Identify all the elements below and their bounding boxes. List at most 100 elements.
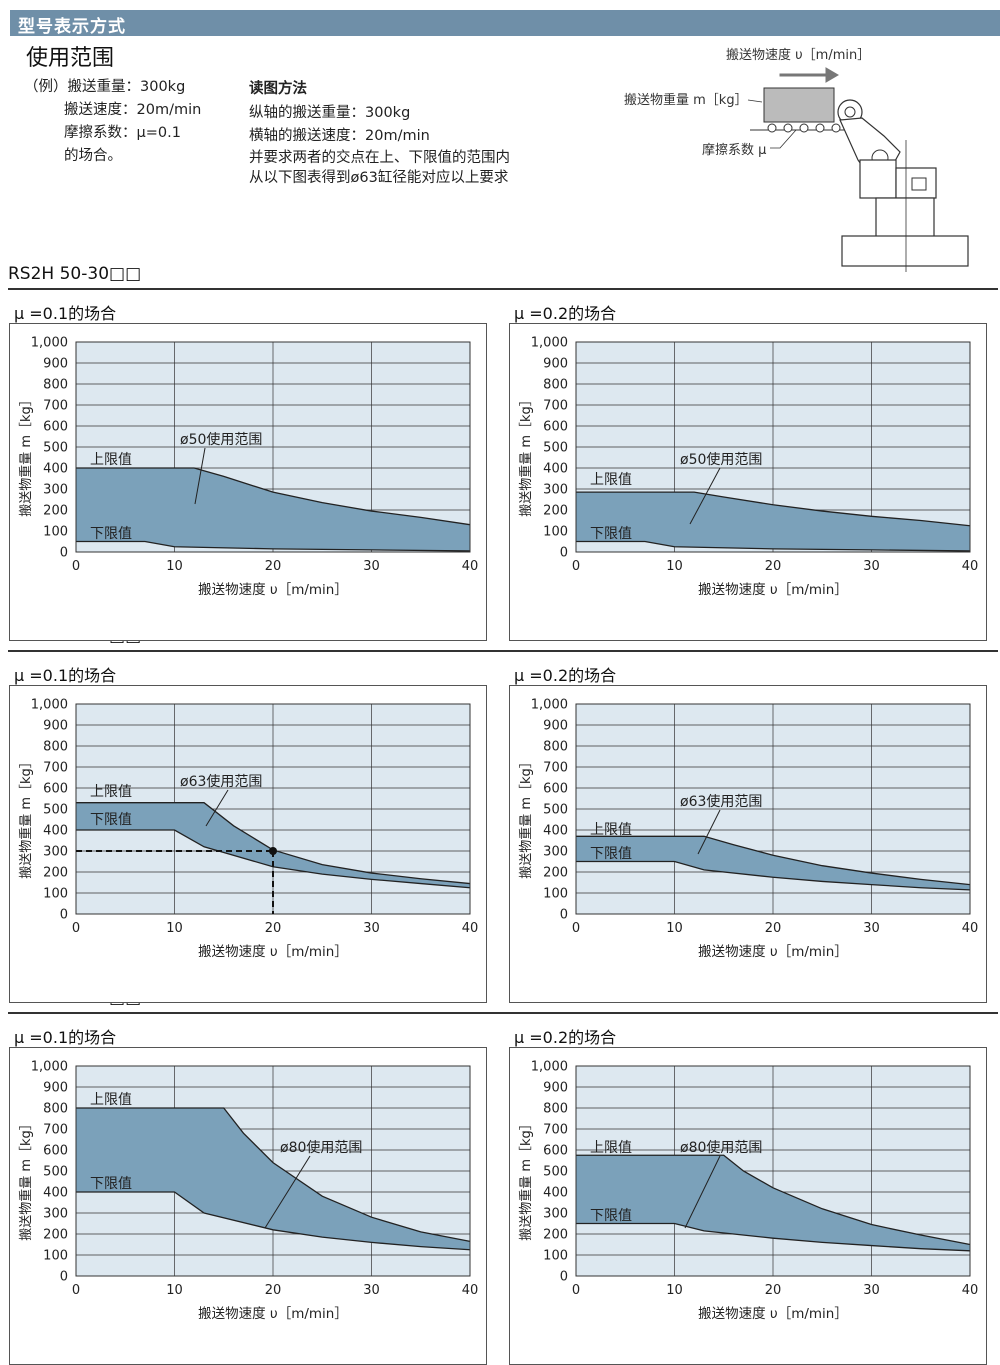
x-tick-label: 0 [572,921,580,936]
range-label: ø50使用范围 [180,431,262,448]
speed-label: 搬送物速度 υ［m/min］ [726,47,870,63]
chart-svg: 0 100 200 300 400 500 600 700 800 900 1,000 0 10 20 30… [518,336,979,599]
y-tick-label: 700 [43,1123,68,1138]
range-leader-line [194,447,206,505]
y-tick-label: 200 [43,866,68,881]
x-tick-label: 0 [72,1283,80,1298]
usable-range-area [76,468,470,551]
chart-50-mu02: 0 100 200 300 400 500 600 700 800 900 1,000 0 10 20 30… [509,323,987,641]
model-rule-63 [8,650,998,652]
friction-label: 摩擦系数 μ [702,142,766,158]
y-tick-label: 200 [543,1228,568,1243]
usable-range-area [576,492,970,551]
y-tick-label: 300 [43,1207,68,1222]
upper-limit-label: 上限值 [590,822,632,838]
chart-svg: 0 100 200 300 400 500 600 700 800 900 1,000 0 10 20 30… [518,1060,978,1323]
y-tick-label: 0 [60,546,68,561]
y-tick-label: 600 [43,782,68,797]
lower-limit-line [76,829,471,889]
y-axis-label: 搬送物重量 m［kg］ [18,1117,34,1241]
direction-arrow-icon [779,67,839,83]
usable-range-area [576,1155,970,1251]
example-line-2: 搬送速度：20m/min [64,102,202,118]
range-leader-line [205,789,229,827]
y-tick-label: 1,000 [31,1060,68,1075]
caption-63-mu01: μ =0.1的场合 [14,666,117,685]
y-tick-label: 0 [560,546,568,561]
mass-label: 搬送物重量 m［kg］ [624,92,748,108]
y-axis-label: 搬送物重量 m［kg］ [518,393,534,517]
x-axis-label: 搬送物速度 υ［m/min］ [198,1306,348,1322]
y-tick-label: 600 [43,1144,68,1159]
chart-svg: 0 100 200 300 400 500 600 700 800 900 1,000 0 10 20 30… [518,698,978,961]
x-axis-label: 搬送物速度 υ［m/min］ [198,582,348,598]
lower-limit-label: 下限值 [90,1176,132,1192]
x-tick-label: 40 [962,559,979,574]
reading-line-2: 横轴的搬送速度：20m/min [249,128,430,144]
y-tick-label: 800 [543,740,568,755]
y-tick-label: 500 [543,803,568,818]
example-point [269,847,277,855]
caption-80-mu02: μ =0.2的场合 [514,1028,617,1047]
model-title-50: RS2H 50-30□□ [8,264,142,284]
chart-svg: 0 100 200 300 400 500 600 700 800 900 1,000 0 10 20 30… [18,1060,478,1323]
example-line-3: 摩擦系数：μ=0.1 [64,125,181,141]
range-leader-line [684,1155,721,1229]
x-tick-label: 40 [462,559,479,574]
chart-50-mu01: 0 100 200 300 400 500 600 700 800 900 1,000 0 10 20 30… [9,323,487,641]
range-label: ø80使用范围 [280,1139,362,1156]
lower-limit-label: 下限值 [90,526,132,542]
y-tick-label: 500 [543,1165,568,1180]
y-tick-label: 600 [43,420,68,435]
y-tick-label: 1,000 [531,698,568,713]
x-tick-label: 10 [166,559,183,574]
y-tick-label: 200 [543,504,568,519]
y-tick-label: 900 [43,719,68,734]
upper-limit-label: 上限值 [590,1140,632,1156]
y-tick-label: 200 [43,504,68,519]
y-tick-label: 300 [43,483,68,498]
x-tick-label: 10 [666,1283,683,1298]
x-tick-label: 20 [265,921,282,936]
example-line-4: 的场合。 [64,148,122,164]
x-tick-label: 20 [765,921,782,936]
caption-50-mu02: μ =0.2的场合 [514,304,617,323]
caption-80-mu01: μ =0.1的场合 [14,1028,117,1047]
header-title: 型号表示方式 [18,17,126,37]
x-tick-label: 0 [572,1283,580,1298]
y-tick-label: 400 [43,824,68,839]
y-tick-label: 300 [543,1207,568,1222]
y-tick-label: 700 [543,399,568,414]
x-tick-label: 30 [863,1283,880,1298]
chart-svg: 0 100 200 300 400 500 600 700 800 900 1,000 0 10 20 30… [18,336,479,599]
y-tick-label: 900 [43,1081,68,1096]
usable-range-area [76,802,470,888]
x-tick-label: 20 [765,1283,782,1298]
x-tick-label: 10 [666,921,683,936]
y-tick-label: 100 [43,1249,68,1264]
model-rule-50 [8,288,998,290]
x-tick-label: 0 [72,559,80,574]
y-tick-label: 200 [43,1228,68,1243]
lower-limit-line [76,1191,471,1251]
x-tick-label: 20 [265,1283,282,1298]
upper-limit-line [76,802,471,885]
y-tick-label: 0 [560,1270,568,1285]
y-tick-label: 700 [43,399,68,414]
x-axis-label: 搬送物速度 υ［m/min］ [698,582,848,598]
y-tick-label: 0 [60,1270,68,1285]
section-title: 使用范围 [26,46,115,71]
x-axis-label: 搬送物速度 υ［m/min］ [198,944,348,960]
y-tick-label: 0 [60,908,68,923]
x-tick-label: 20 [765,559,782,574]
upper-limit-label: 上限值 [90,452,132,468]
x-tick-label: 20 [265,559,282,574]
chart-80-mu01: 0 100 200 300 400 500 600 700 800 900 1,000 0 10 20 30… [9,1047,487,1365]
y-tick-label: 1,000 [531,336,568,351]
lower-limit-line [576,540,971,552]
upper-limit-label: 上限值 [90,784,132,800]
y-tick-label: 800 [43,740,68,755]
range-leader-line [689,467,721,525]
x-tick-label: 0 [572,559,580,574]
y-tick-label: 600 [543,420,568,435]
